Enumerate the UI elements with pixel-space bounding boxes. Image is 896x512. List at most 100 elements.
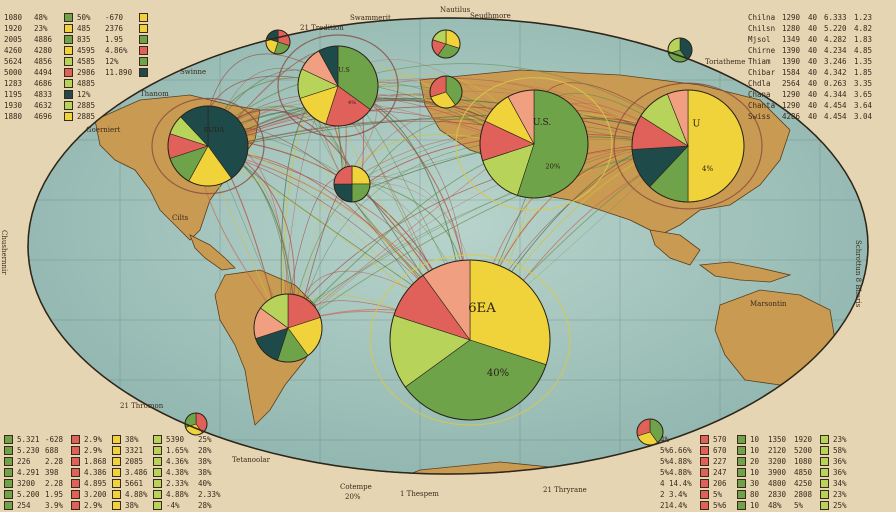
color-swatch (139, 35, 148, 44)
table-cell: 4850 (794, 468, 813, 477)
color-swatch (820, 479, 829, 488)
top-label-1: 21 Tredition (300, 24, 344, 32)
pie-east-asia: U 4% (631, 89, 745, 203)
table-cell: 4280 (34, 46, 53, 55)
flow-ring (369, 254, 571, 426)
color-swatch (64, 68, 73, 77)
color-swatch (139, 46, 148, 55)
pie-small-top2 (431, 29, 461, 59)
color-swatch (153, 479, 162, 488)
flow-ring (277, 34, 399, 138)
table-cell: 4.38% (166, 468, 189, 477)
table-cell: 10 (750, 446, 760, 455)
table-cell: 2005 (4, 35, 23, 44)
table-cell: 3.65 (854, 90, 873, 99)
table-cell: Swiss (748, 112, 771, 121)
color-swatch (139, 13, 148, 22)
table-row: Thiam 1390 40 3.246 1.35 (748, 56, 874, 67)
table-row: 4 14.4% 206 30 4800 4250 34% (660, 478, 851, 489)
table-row: 5.230 688 2.9% 3321 1.65% 28% (4, 445, 221, 456)
table-cell: 1350 (768, 435, 787, 444)
table-cell: 38% (198, 468, 212, 477)
top-label-8: Goerniert (86, 126, 121, 134)
table-cell: 3.9% (45, 501, 64, 510)
table-cell: 38% (125, 501, 139, 510)
pie-percent: 20% (545, 162, 561, 170)
color-swatch (820, 501, 829, 510)
flow-line (282, 144, 698, 330)
color-swatch (700, 490, 709, 499)
table-cell: 4885 (77, 79, 96, 88)
bottom-label-3b: 20% (345, 493, 361, 501)
table-cell: 48% (768, 501, 782, 510)
top-label-7: Toriatheme (705, 58, 746, 66)
table-cell: 1280 (782, 24, 801, 33)
color-swatch (139, 24, 148, 33)
table-cell: 2830 (768, 490, 787, 499)
table-cell: 2120 (768, 446, 787, 455)
table-cell: Chanta (748, 101, 776, 110)
color-swatch (64, 13, 73, 22)
table-cell: 4696 (34, 112, 53, 121)
table-cell: 50% (77, 13, 91, 22)
color-swatch (4, 446, 13, 455)
table-cell: 1290 (782, 13, 801, 22)
table-cell: 58% (833, 446, 847, 455)
table-cell: 80 (750, 490, 760, 499)
table-cell: 670 (713, 446, 727, 455)
table-cell: 5% (794, 501, 804, 510)
color-swatch (700, 479, 709, 488)
pie-outline (431, 29, 461, 59)
table-cell: Chibar (748, 68, 776, 77)
table-row: 1920 23% 485 2376 (4, 23, 148, 34)
table-cell: 1290 (782, 101, 801, 110)
table-cell: 1920 (794, 435, 813, 444)
table-cell: 25% (833, 501, 847, 510)
color-swatch (71, 490, 80, 499)
color-swatch (64, 90, 73, 99)
pie-outline (667, 37, 693, 63)
color-swatch (820, 446, 829, 455)
table-cell: 1584 (782, 68, 801, 77)
table-cell: 5%4.88% (660, 457, 692, 466)
table-cell: 10 (750, 435, 760, 444)
top-label-5: Swinne (180, 68, 207, 76)
table-cell: 1930 (4, 101, 23, 110)
color-swatch (139, 68, 148, 77)
table-cell: 5624 (4, 57, 23, 66)
flow-ring (613, 82, 763, 210)
table-cell: 4.282 (824, 35, 847, 44)
table-cell: 2564 (782, 79, 801, 88)
color-swatch (64, 79, 73, 88)
table-cell: 23% (34, 24, 48, 33)
table-row: 4% 570 10 1350 1920 23% (660, 434, 851, 445)
table-cell: 40 (808, 57, 818, 66)
table-cell: 2.9% (84, 435, 103, 444)
color-swatch (737, 479, 746, 488)
table-cell: 1390 (782, 57, 801, 66)
table-cell: 40 (808, 79, 818, 88)
table-row: 2005 4886 835 1.95 (4, 34, 148, 45)
table-cell: 1.95 (105, 35, 124, 44)
table-cell: 4286 (782, 112, 801, 121)
table-cell: 5.220 (824, 24, 847, 33)
color-swatch (64, 112, 73, 121)
color-swatch (4, 501, 13, 510)
table-cell: 398 (45, 468, 59, 477)
table-cell: 4632 (34, 101, 53, 110)
table-cell: 3321 (125, 446, 144, 455)
table-row: Chdla 2564 40 0.263 3.35 (748, 78, 874, 89)
table-row: Chanta 1290 40 4.454 3.64 (748, 100, 874, 111)
table-cell: 3.04 (854, 112, 873, 121)
table-cell: 227 (713, 457, 727, 466)
table-cell: Mjsol (748, 35, 771, 44)
table-cell: 4595 (77, 46, 96, 55)
table-cell: 3.64 (854, 101, 873, 110)
table-cell: 1.23 (854, 13, 873, 22)
table-cell: 1290 (782, 90, 801, 99)
table-row: 254 3.9% 2.9% 38% -4% 28% (4, 500, 221, 511)
table-cell: 214.4% (660, 501, 688, 510)
table-cell: -628 (45, 435, 64, 444)
color-swatch (737, 435, 746, 444)
table-cell: 5661 (125, 479, 144, 488)
